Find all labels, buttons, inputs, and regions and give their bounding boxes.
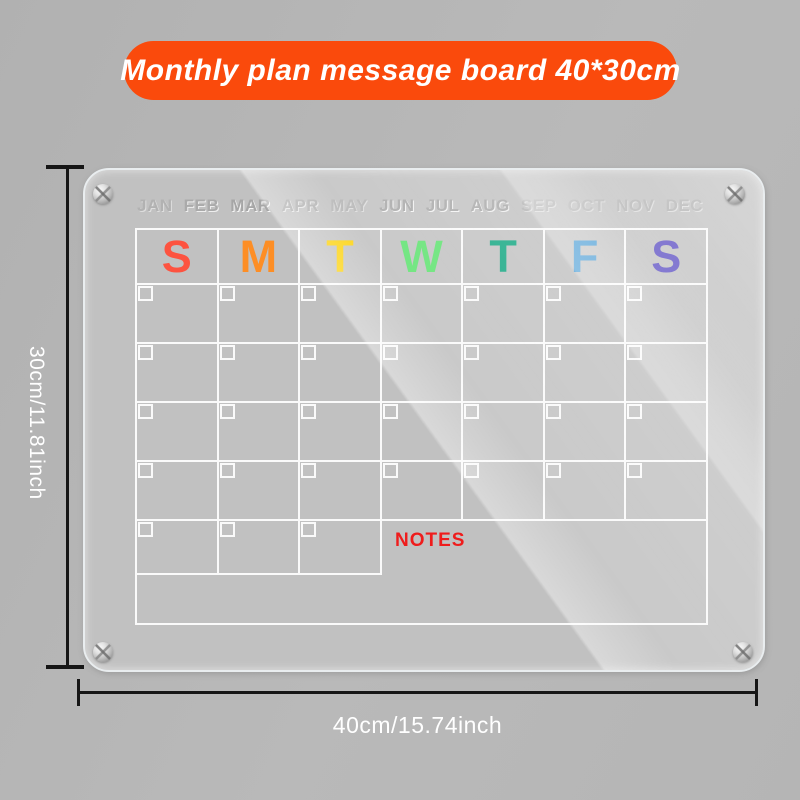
day-cell bbox=[382, 462, 464, 519]
weekday-letter-5: F bbox=[570, 231, 599, 282]
day-cell bbox=[300, 403, 382, 460]
weekday-letter-1: M bbox=[239, 231, 278, 282]
day-cell bbox=[219, 462, 301, 519]
weekday-header-cell: S bbox=[626, 230, 706, 283]
day-cell bbox=[545, 344, 627, 401]
day-cell bbox=[137, 285, 219, 342]
day-cell bbox=[300, 462, 382, 519]
day-cell bbox=[300, 521, 382, 575]
weekday-header-cell: S bbox=[137, 230, 219, 283]
day-cell bbox=[219, 344, 301, 401]
day-cell bbox=[626, 462, 706, 519]
weekday-header-cell: T bbox=[300, 230, 382, 283]
banner-title: Monthly plan message board 40*30cm bbox=[120, 53, 681, 87]
day-cell bbox=[626, 285, 706, 342]
day-cell bbox=[545, 462, 627, 519]
weekday-letter-6: S bbox=[651, 231, 682, 282]
day-cell bbox=[463, 344, 545, 401]
day-cell bbox=[382, 403, 464, 460]
day-cell bbox=[137, 403, 219, 460]
day-cell bbox=[463, 285, 545, 342]
last-week-row bbox=[137, 521, 706, 575]
day-cell bbox=[137, 344, 219, 401]
week-row bbox=[137, 344, 706, 403]
day-cell bbox=[382, 344, 464, 401]
height-dimension-line bbox=[66, 168, 69, 668]
weekday-letter-0: S bbox=[161, 231, 192, 282]
weekday-letter-2: T bbox=[326, 231, 354, 282]
month-label-apr: APR bbox=[281, 196, 320, 215]
height-dimension-label: 30cm/11.81inch bbox=[25, 346, 48, 500]
day-cell bbox=[137, 462, 219, 519]
day-cell bbox=[137, 521, 219, 575]
screw-icon bbox=[725, 184, 745, 204]
day-cell bbox=[219, 285, 301, 342]
weekday-header-cell: W bbox=[382, 230, 464, 283]
height-dimension-tick-bottom bbox=[46, 665, 84, 669]
width-dimension-label: 40cm/15.74inch bbox=[332, 712, 503, 738]
day-cell bbox=[382, 285, 464, 342]
weekday-header-cell: T bbox=[463, 230, 545, 283]
day-cell bbox=[219, 403, 301, 460]
month-label-mar: MAR bbox=[230, 196, 271, 215]
month-label-sep: SEP bbox=[520, 196, 557, 215]
day-cell bbox=[545, 285, 627, 342]
month-label-nov: NOV bbox=[616, 196, 655, 215]
day-cell bbox=[218, 521, 301, 575]
weekday-letter-3: W bbox=[400, 231, 443, 282]
title-banner: Monthly plan message board 40*30cm bbox=[120, 41, 680, 100]
month-label-jul: JUL bbox=[425, 196, 460, 215]
weekday-header-cell: F bbox=[545, 230, 627, 283]
month-label-oct: OCT bbox=[567, 196, 605, 215]
day-cell bbox=[626, 403, 706, 460]
month-label-jun: JUN bbox=[379, 196, 415, 215]
week-row bbox=[137, 462, 706, 521]
screw-icon bbox=[93, 642, 113, 662]
day-cell bbox=[545, 403, 627, 460]
day-cell bbox=[300, 285, 382, 342]
notes-label: NOTES bbox=[395, 530, 466, 551]
week-rows bbox=[137, 285, 706, 521]
month-label-aug: AUG bbox=[470, 196, 510, 215]
day-cell bbox=[463, 403, 545, 460]
months-row: JAN FEB MAR APR MAY JUN JUL AUG SEP OCT NOV DEC bbox=[137, 195, 703, 217]
weekday-letter-4: T bbox=[489, 231, 517, 282]
week-row bbox=[137, 285, 706, 344]
month-label-dec: DEC bbox=[665, 196, 703, 215]
day-cell bbox=[300, 344, 382, 401]
height-dimension-tick-top bbox=[46, 165, 84, 169]
width-dimension-tick-left bbox=[77, 679, 80, 706]
width-dimension-tick-right bbox=[755, 679, 758, 706]
month-label-feb: FEB bbox=[183, 196, 220, 215]
screw-icon bbox=[93, 184, 113, 204]
month-label-jan: JAN bbox=[137, 196, 173, 215]
week-row bbox=[137, 403, 706, 462]
day-cell bbox=[626, 344, 706, 401]
screw-icon bbox=[733, 642, 753, 662]
day-cell bbox=[463, 462, 545, 519]
weekday-header-cell: M bbox=[219, 230, 301, 283]
width-dimension-line bbox=[77, 691, 758, 694]
month-label-may: MAY bbox=[330, 196, 368, 215]
